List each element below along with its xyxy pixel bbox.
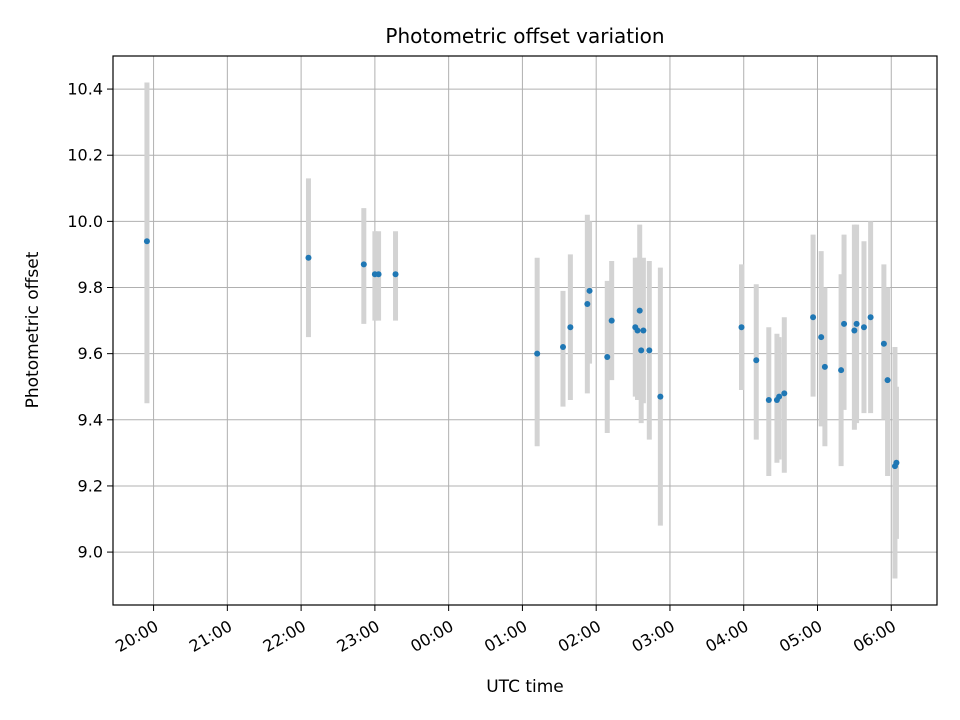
plot-frame: [112, 55, 938, 606]
data-point: [657, 393, 664, 400]
data-point: [851, 327, 858, 334]
data-point: [821, 363, 828, 370]
data-point: [636, 307, 643, 314]
data-point: [640, 327, 647, 334]
data-point: [375, 271, 382, 278]
y-tick-label: 9.8: [78, 278, 103, 297]
y-tick-label: 10.4: [67, 80, 103, 99]
data-point: [860, 324, 867, 331]
y-tick-label: 9.0: [78, 543, 103, 562]
data-point: [634, 327, 641, 334]
y-axis: 9.0 9.2 9.4 9.6 9.8 10.0 10.2 10.4: [67, 80, 113, 562]
data-point: [765, 396, 772, 403]
data-point: [392, 271, 399, 278]
data-points: [143, 238, 900, 470]
data-point: [604, 353, 611, 360]
data-point: [534, 350, 541, 357]
data-point: [646, 347, 653, 354]
data-point: [884, 377, 891, 384]
data-point: [753, 357, 760, 364]
data-point: [776, 393, 783, 400]
data-point: [584, 301, 591, 308]
x-axis-label: UTC time: [486, 677, 564, 697]
data-point: [738, 324, 745, 331]
data-point: [559, 344, 566, 351]
data-point: [818, 334, 825, 341]
data-point: [880, 340, 887, 347]
data-point: [567, 324, 574, 331]
data-point: [638, 347, 645, 354]
data-point: [360, 261, 367, 268]
data-point: [867, 314, 874, 321]
data-point: [608, 317, 615, 324]
data-point: [781, 390, 788, 397]
data-point: [893, 459, 900, 466]
data-point: [810, 314, 817, 321]
grid: [113, 56, 937, 605]
y-tick-label: 10.0: [67, 212, 103, 231]
data-point: [841, 320, 848, 327]
data-point: [838, 367, 845, 374]
data-point: [143, 238, 150, 245]
chart-title: Photometric offset variation: [385, 24, 664, 48]
data-point: [305, 254, 312, 261]
data-point: [586, 287, 593, 294]
y-axis-label: Photometric offset: [23, 251, 43, 408]
y-tick-label: 9.2: [78, 476, 103, 495]
data-point: [853, 320, 860, 327]
y-tick-label: 9.6: [78, 344, 103, 363]
y-tick-label: 9.4: [78, 410, 103, 429]
y-tick-label: 10.2: [67, 146, 103, 165]
